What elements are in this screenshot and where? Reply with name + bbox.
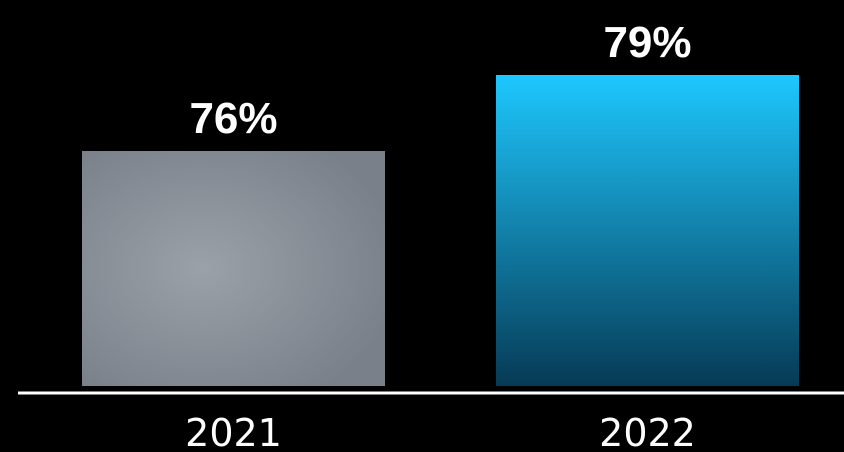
data-label-2022: 79% — [603, 18, 691, 67]
x-tick-label-2022: 2022 — [599, 411, 696, 452]
data-label-2021: 76% — [189, 94, 277, 143]
bars-group — [82, 75, 799, 386]
bar-2021 — [82, 151, 385, 386]
labels-group: 76% 2021 79% 2022 — [185, 18, 696, 452]
bar-2022 — [496, 75, 799, 386]
x-tick-label-2021: 2021 — [185, 411, 282, 452]
